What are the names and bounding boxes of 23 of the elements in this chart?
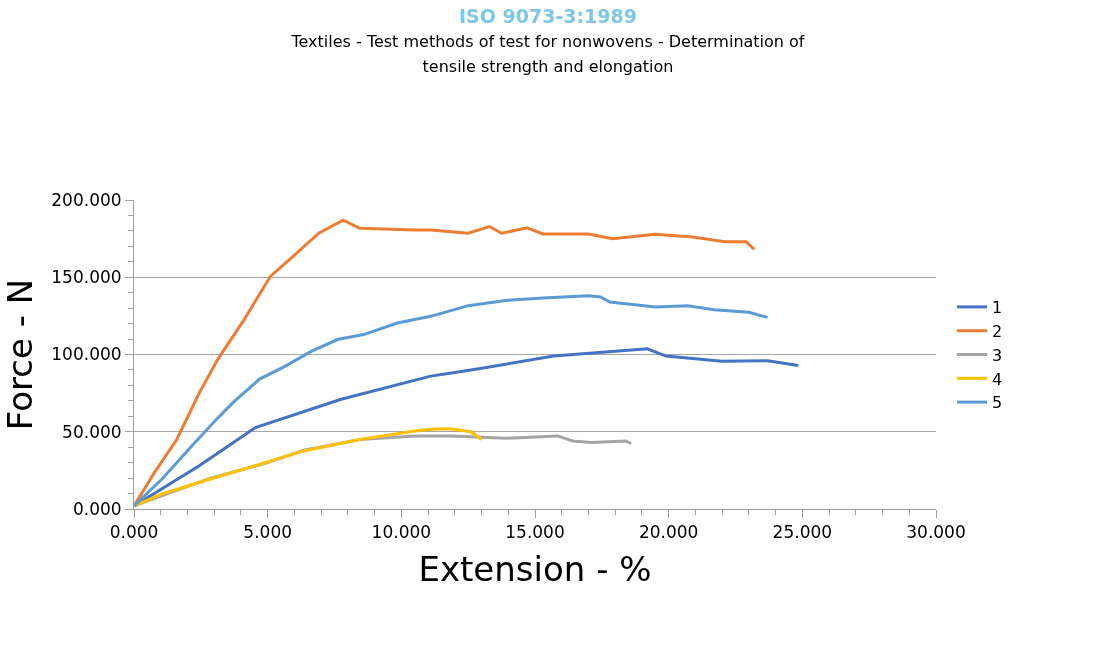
y-tick-label: 0.000 — [72, 498, 122, 519]
chart-subtitle: Textiles - Test methods of test for nonwovens - Determination of tensile strength and elongation — [290, 32, 805, 77]
x-tick-label: 25.000 — [772, 522, 833, 543]
y-tick-label: 200.000 — [51, 189, 122, 210]
y-tick-label: 150.000 — [51, 267, 122, 288]
x-tick-label: 10.000 — [371, 522, 432, 543]
line-series — [134, 294, 770, 508]
y-tick-label: 50.000 — [62, 421, 122, 442]
line-series — [134, 427, 484, 508]
chart-title: ISO 9073-3:1989 — [459, 4, 637, 27]
legend-label: 2 — [992, 321, 1003, 341]
y-axis-title: Force - N — [0, 278, 40, 431]
x-tick-label: 5.000 — [243, 522, 293, 543]
x-axis-title: Extension - % — [418, 548, 652, 589]
x-tick-label: 0.000 — [109, 522, 159, 543]
legend-label: 4 — [992, 369, 1003, 389]
x-tick-label: 30.000 — [906, 522, 966, 543]
legend-label: 1 — [992, 298, 1003, 318]
x-tick-label: 15.000 — [505, 522, 565, 543]
y-tick-label: 100.000 — [51, 344, 122, 365]
legend-label: 3 — [992, 345, 1003, 365]
legend-label: 5 — [992, 393, 1003, 413]
x-tick-label: 20.000 — [638, 522, 699, 543]
